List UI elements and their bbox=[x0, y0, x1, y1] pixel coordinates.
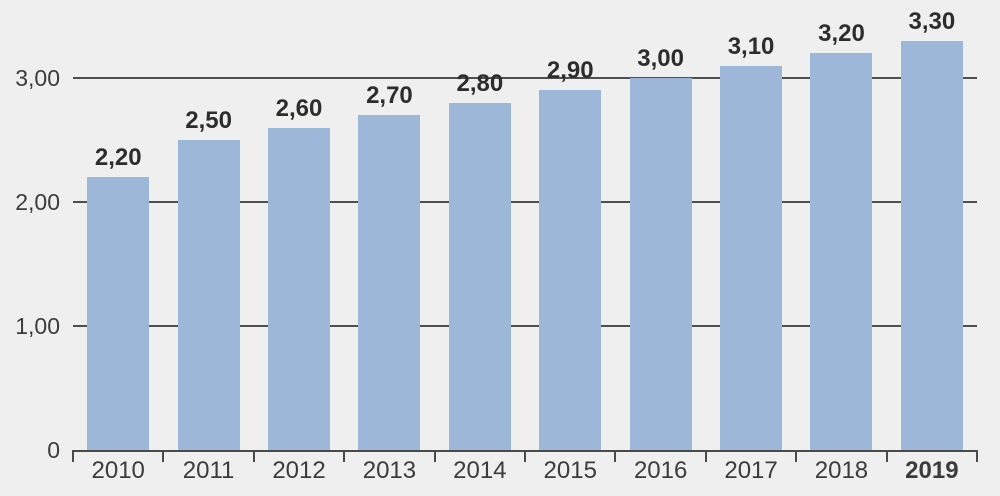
y-axis-label: 3,00 bbox=[15, 65, 60, 91]
bar-column-2010: 2,20 2010 bbox=[73, 0, 163, 483]
x-axis-label-2015: 2015 bbox=[543, 457, 597, 484]
x-axis-label-2018: 2018 bbox=[814, 457, 869, 484]
bar-value-label: 3,30 bbox=[908, 7, 956, 35]
x-axis-tick bbox=[162, 450, 165, 462]
x-axis-label-2011: 2011 bbox=[182, 457, 235, 484]
bar-column-2013: 2,70 2013 bbox=[344, 0, 434, 483]
y-axis-label: 0 bbox=[47, 437, 60, 463]
x-axis-tick bbox=[885, 450, 888, 462]
bar-value-label: 3,00 bbox=[637, 45, 684, 72]
bar-value-label: 3,10 bbox=[727, 32, 775, 60]
x-axis-tick bbox=[72, 450, 74, 462]
bar-column-2016: 3,00 2016 bbox=[615, 0, 705, 483]
bar-2018 bbox=[810, 53, 873, 450]
x-axis-label-2013: 2013 bbox=[362, 457, 417, 484]
bar-value-label: 2,80 bbox=[456, 69, 504, 97]
bar-value-label: 3,20 bbox=[818, 20, 865, 48]
gridline-3,00 bbox=[73, 77, 977, 79]
x-axis-tick bbox=[433, 450, 436, 462]
x-axis-tick bbox=[524, 450, 526, 462]
bar-column-2011: 2,50 2011 bbox=[163, 0, 253, 483]
bar-value-label: 2,90 bbox=[546, 57, 594, 85]
bar-2010 bbox=[87, 177, 150, 450]
bar-column-2015: 2,90 2015 bbox=[525, 0, 615, 483]
x-axis-tick bbox=[252, 450, 255, 462]
x-axis-label-2019: 2019 bbox=[905, 457, 959, 484]
x-axis-tick bbox=[704, 450, 707, 462]
bar-value-label: 2,70 bbox=[366, 82, 413, 110]
bar-column-2019: 3,30 2019 bbox=[887, 0, 977, 483]
bar-2015 bbox=[539, 90, 602, 450]
plot-area: 2,20 2010 2,50 2011 2,60 2012 2,70 2013 2,80 2014… bbox=[72, 0, 978, 483]
bar-2013 bbox=[358, 115, 421, 450]
x-axis-label-2012: 2012 bbox=[272, 457, 326, 484]
gridline-2,00 bbox=[73, 201, 977, 203]
bar-column-2017: 3,10 2017 bbox=[706, 0, 796, 483]
x-axis-tick bbox=[976, 450, 978, 462]
bar-column-2018: 3,20 2018 bbox=[796, 0, 886, 483]
bar-value-label: 2,60 bbox=[275, 94, 323, 122]
bar-2019 bbox=[900, 40, 963, 450]
bar-2016 bbox=[629, 78, 692, 450]
bar-column-2012: 2,60 2012 bbox=[254, 0, 344, 483]
x-axis-label-2010: 2010 bbox=[91, 457, 145, 484]
y-axis-label: 2,00 bbox=[15, 189, 60, 215]
bar-value-label: 2,20 bbox=[94, 144, 142, 172]
bar-column-2014: 2,80 2014 bbox=[435, 0, 525, 483]
x-axis-tick bbox=[795, 450, 798, 462]
bar-2011 bbox=[177, 140, 240, 450]
x-axis-tick bbox=[614, 450, 617, 462]
bar-2012 bbox=[268, 127, 331, 450]
y-axis-label: 1,00 bbox=[15, 313, 60, 339]
bars-container: 2,20 2010 2,50 2011 2,60 2012 2,70 2013 2,80 2014… bbox=[73, 0, 977, 483]
x-axis-label-2016: 2016 bbox=[633, 457, 688, 484]
bar-2014 bbox=[448, 102, 511, 450]
bar-value-label: 2,50 bbox=[185, 107, 232, 134]
bar-2017 bbox=[720, 65, 783, 450]
x-axis-label-2014: 2014 bbox=[453, 457, 507, 484]
x-axis-tick bbox=[343, 450, 346, 462]
gridline-1,00 bbox=[73, 325, 977, 327]
x-axis-label-2017: 2017 bbox=[724, 457, 778, 484]
